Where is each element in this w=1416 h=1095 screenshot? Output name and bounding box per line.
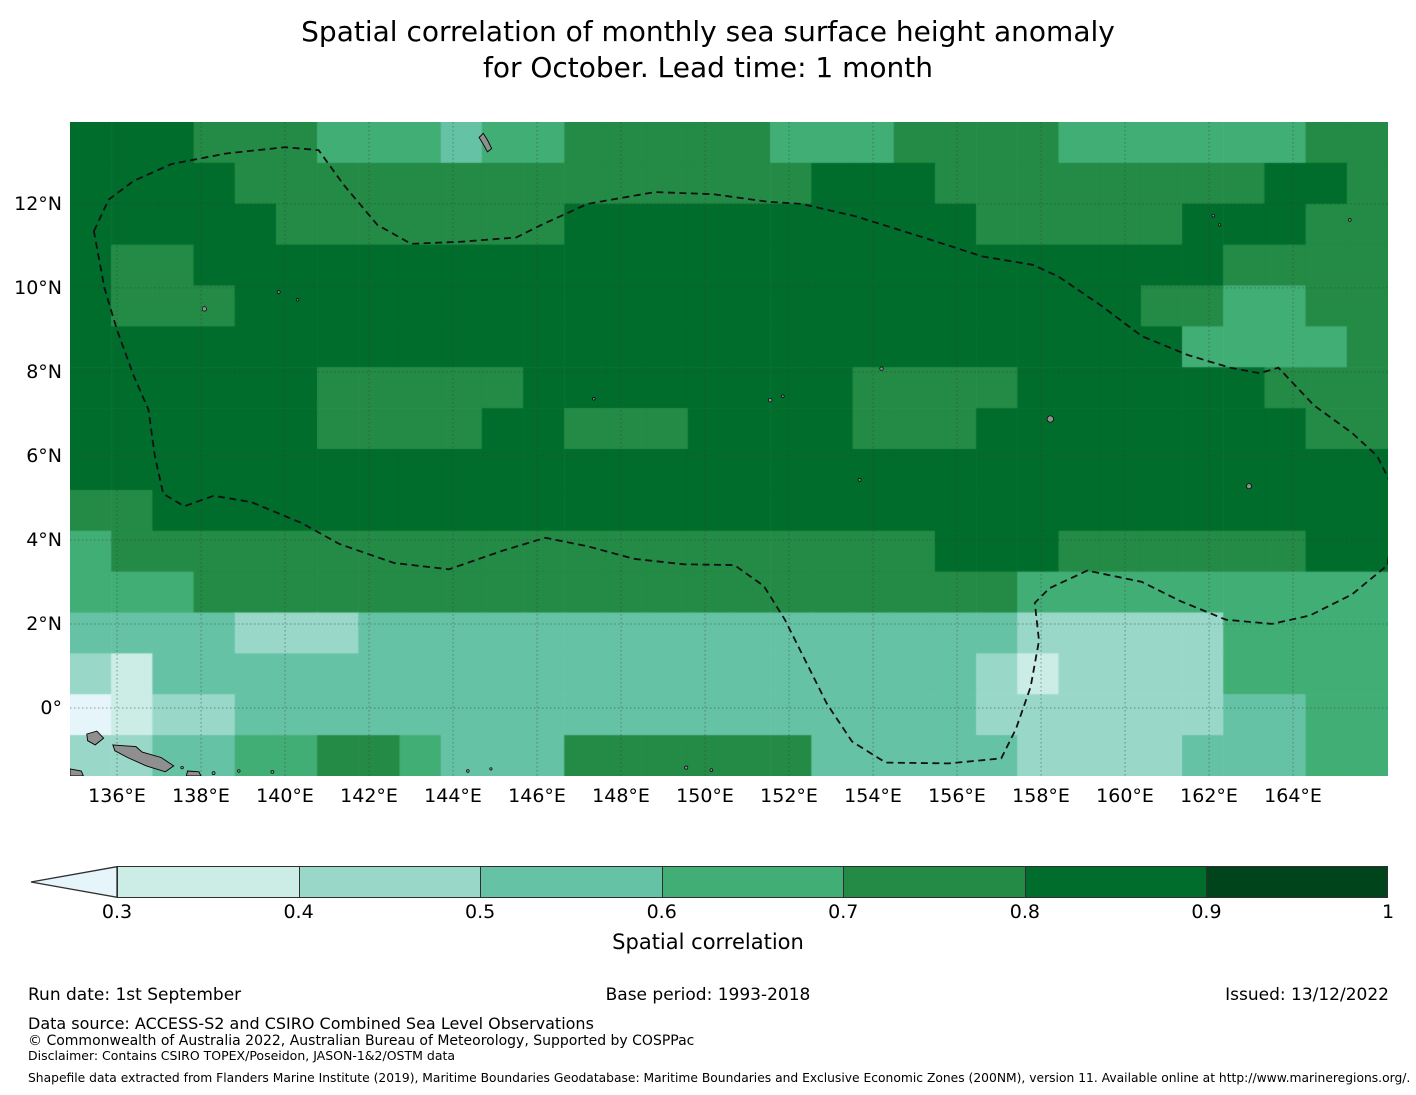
colorbar-tick-label: 0.9 [1191, 901, 1222, 923]
chart-title-line1: Spatial correlation of monthly sea surfa… [301, 15, 1115, 48]
island-dot [180, 765, 184, 770]
colorbar-segment [1206, 866, 1389, 898]
colorbar-divider [1024, 866, 1026, 898]
island-landmass [112, 744, 175, 773]
island-landmass [86, 730, 105, 746]
chart-title: Spatial correlation of monthly sea surfa… [0, 14, 1416, 86]
shapefile-text: Shapefile data extracted from Flanders M… [28, 1071, 1411, 1085]
colorbar-segment [117, 866, 300, 898]
colorbar-segment [298, 866, 481, 898]
colorbar-frame [117, 866, 1388, 898]
colorbar-label: Spatial correlation [612, 930, 804, 954]
x-tick-label: 146°E [508, 785, 566, 807]
colorbar-divider [661, 866, 663, 898]
island-dot [768, 397, 773, 403]
x-tick-label: 138°E [172, 785, 230, 807]
chart-title-line2: for October. Lead time: 1 month [482, 51, 934, 84]
colorbar-divider [1206, 866, 1208, 898]
x-tick-label: 136°E [88, 785, 146, 807]
island-dot [781, 394, 785, 399]
x-tick-label: 144°E [424, 785, 482, 807]
x-tick-label: 150°E [676, 785, 734, 807]
island-dot [1246, 483, 1252, 490]
island-dot [879, 366, 884, 371]
x-tick-label: 158°E [1012, 785, 1070, 807]
y-tick-label: 8°N [26, 360, 62, 383]
island-dot [466, 769, 470, 773]
island-landmass [185, 770, 202, 776]
y-tick-label: 6°N [26, 444, 62, 467]
colorbar-segment [480, 866, 663, 898]
colorbar-under-arrow [30, 866, 118, 898]
island-dot [270, 769, 275, 774]
x-tick-label: 152°E [760, 785, 818, 807]
island-dot [592, 397, 596, 401]
colorbar-divider [843, 866, 845, 898]
colorbar-segment [1024, 866, 1207, 898]
colorbar [30, 866, 1389, 898]
colorbar-tick-label: 0.5 [465, 901, 496, 923]
island-dot [684, 765, 689, 770]
colorbar-divider [480, 866, 482, 898]
map-overlay [70, 122, 1388, 776]
colorbar-divider [298, 866, 300, 898]
island-dot [276, 290, 281, 294]
colorbar-tick-label: 0.8 [1009, 901, 1040, 923]
island-dot [1046, 415, 1054, 423]
heatmap-canvas [70, 122, 1388, 776]
x-tick-label: 140°E [256, 785, 314, 807]
disclaimer-text: Disclaimer: Contains CSIRO TOPEX/Poseido… [28, 1048, 456, 1063]
colorbar-tick-label: 0.7 [828, 901, 859, 923]
y-tick-label: 10°N [14, 276, 62, 299]
base-period-text: Base period: 1993-2018 [605, 985, 811, 1005]
x-tick-label: 156°E [928, 785, 986, 807]
x-tick-label: 154°E [844, 785, 902, 807]
island-dot [709, 768, 714, 772]
issued-text: Issued: 13/12/2022 [1225, 985, 1389, 1005]
island-dot [857, 478, 862, 482]
colorbar-segment [843, 866, 1026, 898]
data-source-text: Data source: ACCESS-S2 and CSIRO Combine… [28, 1014, 594, 1033]
map-plot [70, 122, 1388, 776]
y-tick-label: 0° [40, 696, 62, 719]
island-dot [201, 306, 207, 312]
island-dot [295, 298, 300, 302]
colorbar-tick-label: 0.3 [101, 901, 133, 923]
y-tick-label: 12°N [14, 192, 62, 215]
x-tick-label: 160°E [1096, 785, 1154, 807]
island-landmass [70, 768, 84, 776]
x-tick-label: 148°E [592, 785, 650, 807]
island-dot [211, 771, 216, 775]
run-date-text: Run date: 1st September [28, 985, 242, 1005]
copyright-text: © Commonwealth of Australia 2022, Austra… [28, 1033, 695, 1049]
x-tick-label: 164°E [1264, 785, 1322, 807]
colorbar-segment [661, 866, 844, 898]
colorbar-arrow-shape [30, 866, 118, 898]
colorbar-tick-label: 0.6 [646, 901, 677, 923]
island-dot [237, 769, 241, 773]
colorbar-tick-label: 0.4 [283, 901, 314, 923]
x-tick-label: 162°E [1180, 785, 1238, 807]
eez-boundary-line [92, 146, 1388, 765]
colorbar-tick-label: 1 [1381, 901, 1395, 923]
island-dot [1348, 218, 1352, 222]
island-dot [489, 767, 493, 771]
y-tick-label: 4°N [26, 528, 62, 551]
island-landmass [478, 132, 493, 153]
island-dot [1218, 223, 1222, 227]
x-tick-label: 142°E [340, 785, 398, 807]
y-tick-label: 2°N [26, 612, 62, 635]
island-dot [1211, 213, 1216, 218]
